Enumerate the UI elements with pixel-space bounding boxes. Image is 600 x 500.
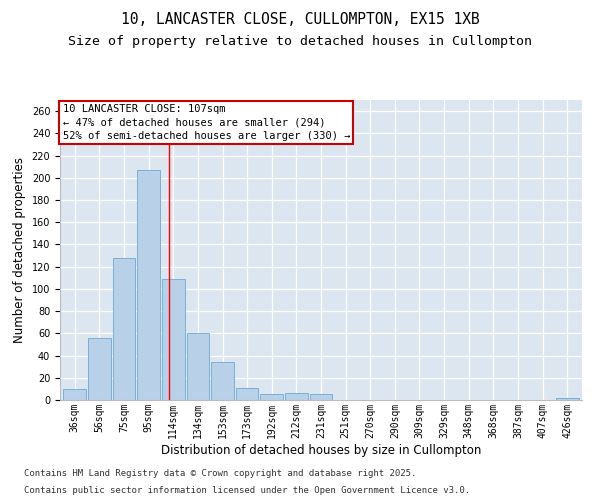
- Bar: [556, 398, 578, 400]
- Bar: [310, 394, 332, 400]
- Bar: [260, 394, 283, 400]
- Bar: [187, 334, 209, 400]
- Bar: [162, 279, 185, 400]
- Bar: [236, 388, 259, 400]
- Text: Contains HM Land Registry data © Crown copyright and database right 2025.: Contains HM Land Registry data © Crown c…: [24, 468, 416, 477]
- Text: Size of property relative to detached houses in Cullompton: Size of property relative to detached ho…: [68, 34, 532, 48]
- Text: Contains public sector information licensed under the Open Government Licence v3: Contains public sector information licen…: [24, 486, 470, 495]
- Bar: [137, 170, 160, 400]
- Bar: [88, 338, 111, 400]
- Bar: [64, 389, 86, 400]
- Bar: [113, 258, 136, 400]
- Y-axis label: Number of detached properties: Number of detached properties: [13, 157, 26, 343]
- Bar: [211, 362, 234, 400]
- X-axis label: Distribution of detached houses by size in Cullompton: Distribution of detached houses by size …: [161, 444, 481, 456]
- Bar: [285, 394, 308, 400]
- Text: 10 LANCASTER CLOSE: 107sqm
← 47% of detached houses are smaller (294)
52% of sem: 10 LANCASTER CLOSE: 107sqm ← 47% of deta…: [62, 104, 350, 141]
- Text: 10, LANCASTER CLOSE, CULLOMPTON, EX15 1XB: 10, LANCASTER CLOSE, CULLOMPTON, EX15 1X…: [121, 12, 479, 28]
